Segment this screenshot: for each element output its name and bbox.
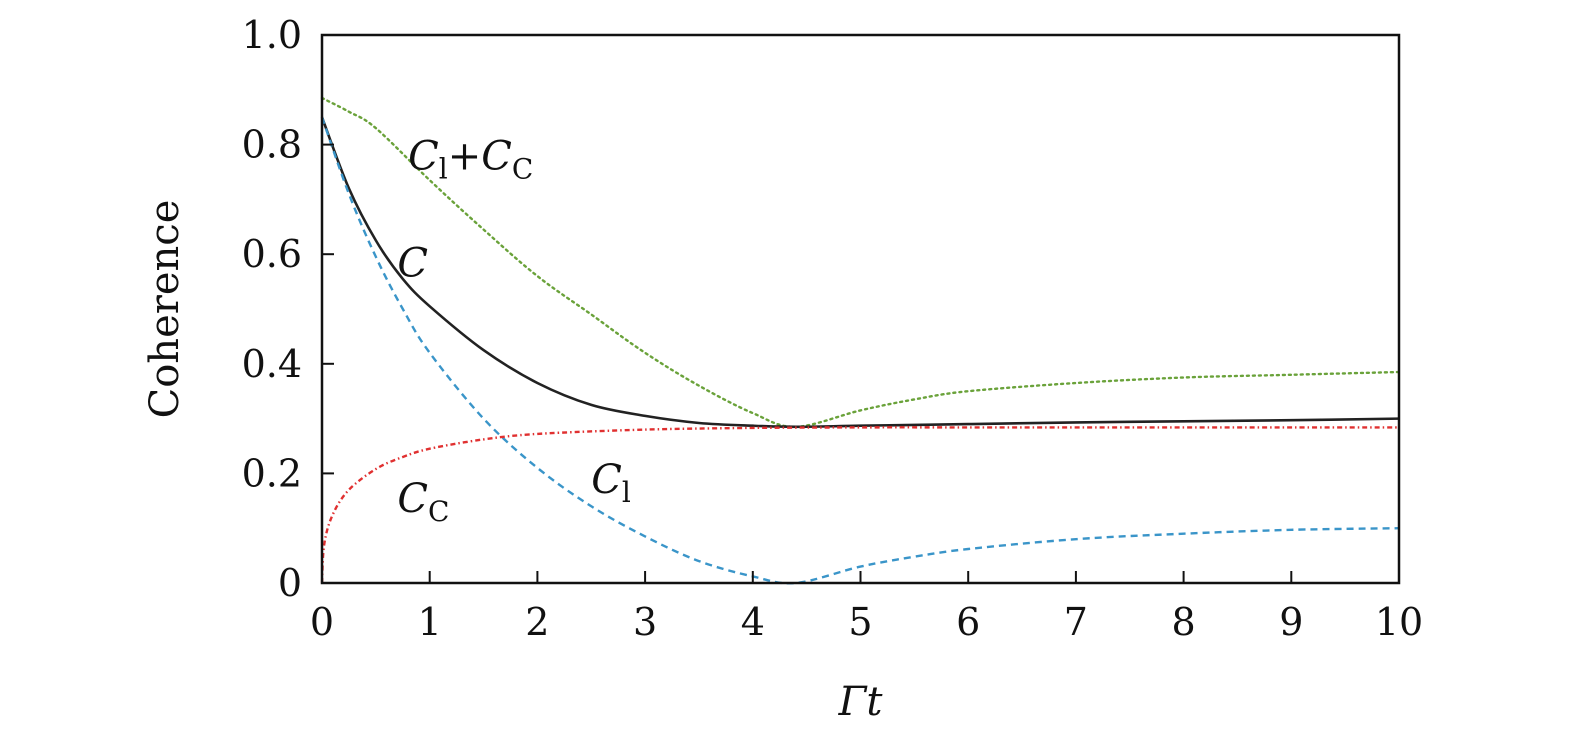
series-line-3 bbox=[320, 426, 1399, 584]
series-annotation: C bbox=[397, 240, 428, 286]
y-tick-label: 0.2 bbox=[242, 451, 302, 495]
y-axis-title: Coherence bbox=[142, 200, 188, 419]
series-annotation: CC bbox=[397, 476, 449, 528]
x-tick-label: 3 bbox=[633, 600, 657, 644]
series-annotation: Cl+CC bbox=[408, 134, 533, 186]
series-layer bbox=[320, 96, 1401, 585]
y-tick-label: 1.0 bbox=[242, 13, 302, 57]
y-tick-label: 0 bbox=[278, 561, 302, 605]
y-tick-label: 0.8 bbox=[242, 123, 302, 167]
annotation-subscript: l bbox=[439, 153, 448, 186]
series-line-0 bbox=[320, 96, 1401, 429]
x-tick-label: 10 bbox=[1375, 600, 1423, 644]
x-tick-label: 1 bbox=[418, 600, 442, 644]
annotation-symbol: C bbox=[481, 134, 512, 180]
plot-area-frame bbox=[320, 33, 1401, 585]
annotation-symbol: C bbox=[591, 457, 622, 503]
x-tick-label: 5 bbox=[848, 600, 872, 644]
x-tick-label: 7 bbox=[1064, 600, 1088, 644]
y-tick-label: 0.4 bbox=[242, 342, 302, 386]
annotation-symbol: C bbox=[397, 476, 428, 522]
x-tick-label: 9 bbox=[1279, 600, 1303, 644]
x-tick-label: 4 bbox=[741, 600, 765, 644]
annotation-symbol: C bbox=[397, 240, 428, 286]
annotation-symbol: C bbox=[408, 134, 439, 180]
tick-layer: 0 1 2 3 4 5 6 7 8 9 10 0 0.2 0.4 0.6 0.8 1.0 bbox=[242, 13, 1424, 644]
y-tick-label: 0.6 bbox=[242, 232, 302, 276]
annotation-subscript: l bbox=[622, 476, 631, 509]
x-tick-label: 2 bbox=[525, 600, 549, 644]
annotation-subscript: C bbox=[428, 495, 449, 528]
series-line-2 bbox=[320, 116, 1400, 585]
x-tick-label: 6 bbox=[956, 600, 980, 644]
annotation-plus: + bbox=[448, 134, 482, 180]
x-tick-label: 8 bbox=[1172, 600, 1196, 644]
series-line-1 bbox=[320, 116, 1400, 429]
x-axis-title: Γt bbox=[838, 679, 884, 725]
series-annotation: Cl bbox=[591, 457, 631, 509]
annotation-subscript: C bbox=[512, 153, 533, 186]
x-tick-label: 0 bbox=[310, 600, 334, 644]
